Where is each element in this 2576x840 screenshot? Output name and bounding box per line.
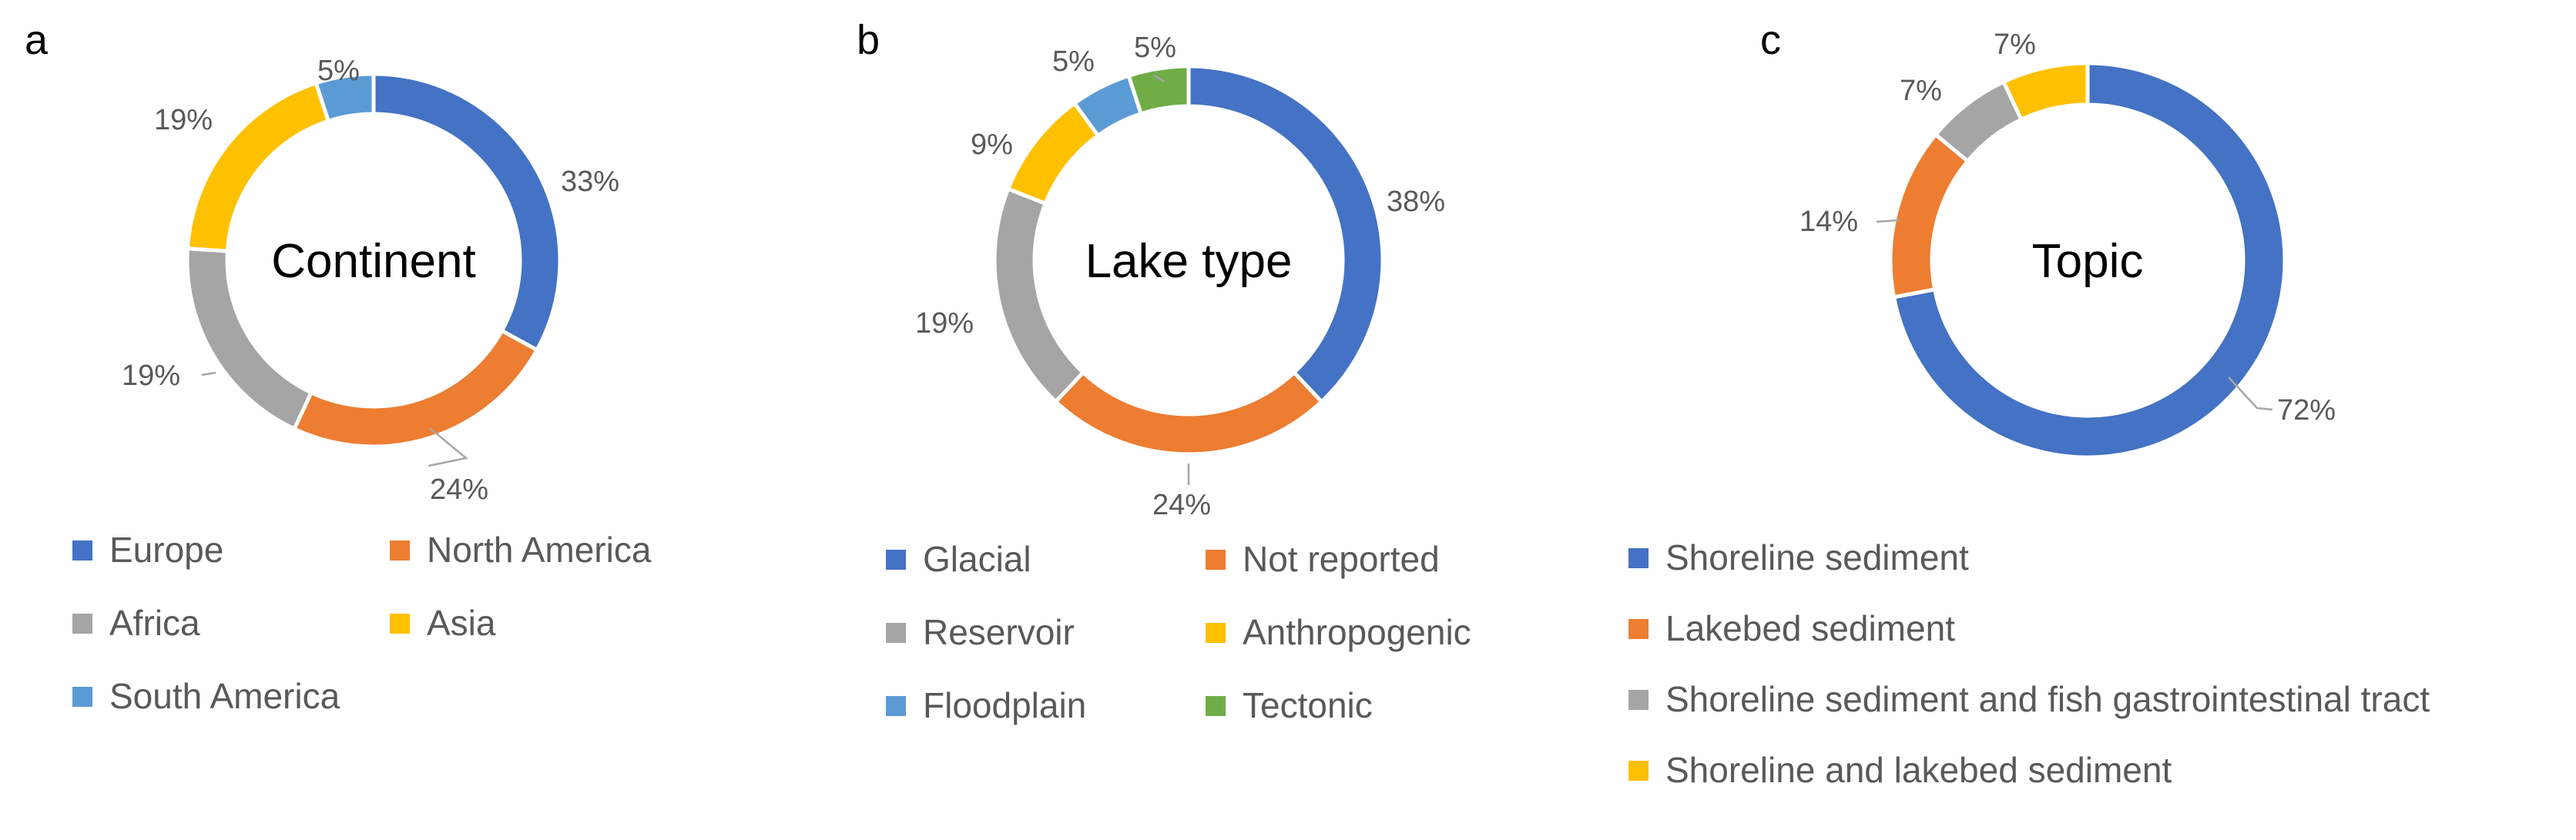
slice-shoreline-sediment	[1891, 61, 2287, 460]
legend-swatch	[1628, 690, 1649, 710]
legend-label: North America	[427, 530, 652, 570]
panel-letter-b: b	[857, 17, 880, 63]
data-label: 7%	[1900, 75, 1942, 107]
legend-item: Europe	[72, 530, 223, 570]
legend-label: Shoreline sediment	[1665, 537, 1969, 577]
legend: Europe North America Africa Asia South Ameri…	[72, 530, 652, 716]
legend-label: Africa	[109, 603, 200, 643]
legend-item: Floodplain	[886, 685, 1086, 725]
legend-item: Africa	[72, 603, 200, 643]
data-label: 24%	[1152, 489, 1211, 521]
legend-label: Reservoir	[923, 612, 1075, 652]
legend-item: Not reported	[1206, 539, 1440, 579]
legend-swatch	[390, 540, 410, 561]
leader-line	[1876, 219, 1900, 223]
legend-swatch	[72, 540, 92, 561]
legend-swatch	[1206, 550, 1226, 570]
data-label: 38%	[1387, 186, 1445, 218]
data-label: 9%	[971, 129, 1013, 161]
slice-shoreline-and-lakebed-sediment	[2001, 61, 2090, 122]
legend-label: Not reported	[1243, 539, 1440, 579]
legend-item: Shoreline sediment and fish gastrointest…	[1628, 679, 2430, 719]
panel-b: b 38% 24% 19% 9% 5% 5% Lake type Glacial Not repo…	[857, 17, 1471, 725]
panel-a: a 33% 24% 19% 19% 5% Continent Europe North Amer…	[25, 17, 652, 716]
slice-europe	[371, 72, 562, 353]
legend-swatch	[1628, 548, 1649, 568]
leader-line	[201, 371, 216, 376]
legend-swatch	[886, 623, 906, 643]
legend-item: Anthropogenic	[1206, 612, 1471, 652]
leader-line	[428, 427, 468, 467]
slice-reservoir	[992, 186, 1086, 405]
data-label: 5%	[1052, 45, 1095, 78]
data-label: 19%	[915, 307, 974, 340]
data-label: 33%	[561, 166, 619, 198]
legend-item: Lakebed sediment	[1628, 608, 1955, 648]
legend-item: North America	[390, 530, 652, 570]
data-label: 5%	[317, 55, 360, 87]
legend-item: South America	[72, 676, 340, 716]
center-label: Lake type	[1085, 235, 1293, 288]
legend-swatch	[1206, 696, 1226, 716]
slice-glacial	[1186, 64, 1385, 405]
data-label: 5%	[1134, 32, 1176, 64]
legend-label: Shoreline and lakebed sediment	[1665, 750, 2172, 790]
leader-line	[2228, 376, 2273, 411]
leader-line	[1153, 74, 1166, 83]
data-label: 19%	[154, 104, 213, 136]
legend-label: Europe	[109, 530, 223, 570]
panel-letter-a: a	[25, 17, 49, 63]
data-label: 19%	[122, 360, 180, 392]
legend-item: Shoreline sediment	[1628, 537, 1969, 577]
legend-swatch	[886, 696, 906, 716]
legend-label: Asia	[427, 603, 496, 643]
panel-letter-c: c	[1760, 17, 1781, 63]
slice-south-america	[314, 72, 376, 124]
legend-item: Glacial	[886, 539, 1031, 579]
center-label: Continent	[271, 235, 475, 288]
legend-label: Lakebed sediment	[1665, 608, 1955, 648]
data-label: 14%	[1800, 206, 1858, 238]
legend-swatch	[72, 614, 92, 634]
data-label: 24%	[430, 474, 488, 506]
center-label: Topic	[2032, 235, 2144, 288]
legend-label: Floodplain	[923, 685, 1086, 725]
legend-swatch	[1628, 619, 1649, 639]
legend-label: Glacial	[923, 539, 1031, 579]
legend-swatch	[886, 550, 906, 570]
slice-lakebed-sediment	[1888, 132, 1971, 300]
data-label: 7%	[1994, 28, 2036, 61]
legend-label: South America	[109, 676, 340, 716]
legend: Shoreline sediment Lakebed sediment Shorel…	[1628, 537, 2430, 790]
legend-label: Tectonic	[1243, 685, 1373, 725]
slice-north-america	[291, 328, 540, 449]
slice-not-reported	[1052, 370, 1325, 457]
legend-item: Tectonic	[1206, 685, 1373, 725]
legend-item: Reservoir	[886, 612, 1075, 652]
slice-tectonic	[1125, 64, 1191, 116]
legend-item: Asia	[390, 603, 496, 643]
panel-c: c 72% 14% 7% 7% Topic Shoreline sediment Lakebe…	[1628, 17, 2430, 790]
legend-swatch	[1206, 623, 1226, 643]
legend-swatch	[390, 614, 410, 634]
legend-label: Shoreline sediment and fish gastrointest…	[1665, 679, 2430, 719]
legend-swatch	[72, 687, 92, 707]
legend: Glacial Not reported Reservoir Anthropogeni…	[886, 539, 1471, 725]
data-label: 72%	[2277, 394, 2336, 427]
legend-label: Anthropogenic	[1243, 612, 1471, 652]
legend-swatch	[1628, 761, 1649, 781]
legend-item: Shoreline and lakebed sediment	[1628, 750, 2172, 790]
